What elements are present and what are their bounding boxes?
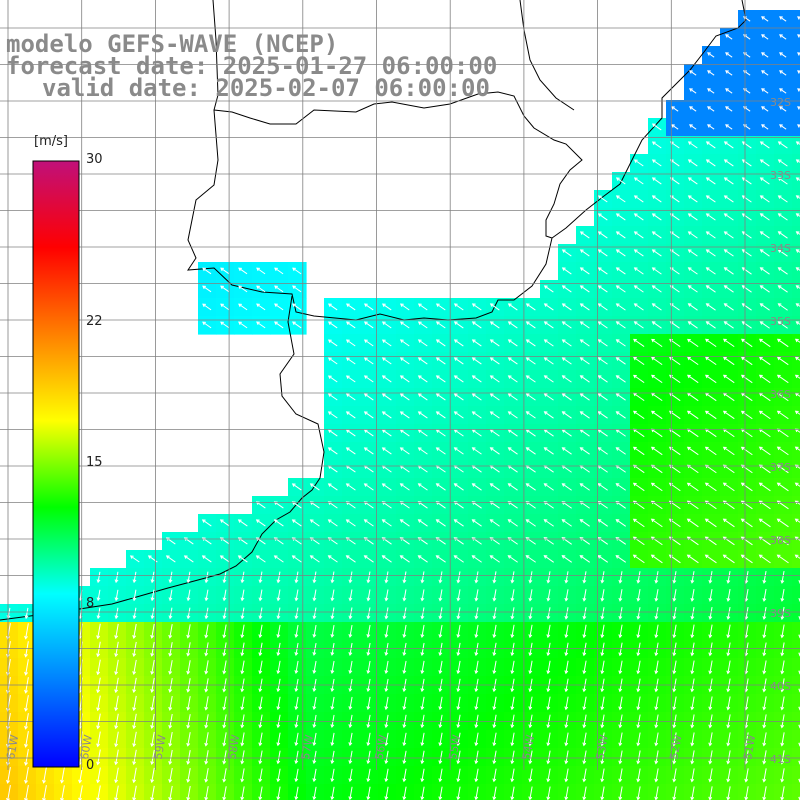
field-cell: [792, 334, 800, 353]
colorbar-unit: [m/s]: [34, 134, 68, 149]
lat-label: 41S: [770, 753, 791, 766]
field-cell: [792, 190, 800, 209]
field-cell: [792, 532, 800, 551]
field-cell: [792, 658, 800, 677]
field-cell: [792, 496, 800, 515]
colorbar-tick-label: 8: [86, 596, 94, 611]
field-cell: [792, 694, 800, 713]
lat-label: 39S: [770, 607, 791, 620]
colorbar: [33, 161, 79, 767]
colorbar-tick-label: 30: [86, 152, 103, 167]
lat-label: 38S: [770, 534, 791, 547]
valid-date: valid date: 2025-02-07 06:00:00: [42, 76, 490, 100]
lat-label: 37S: [770, 461, 791, 474]
field-cell: [792, 568, 800, 587]
field-cell: [792, 640, 800, 659]
field-cell: [792, 316, 800, 335]
field-cell: [792, 766, 800, 785]
colorbar-tick-label: 0: [86, 758, 94, 773]
field-cell: [792, 298, 800, 317]
colorbar-tick-label: 22: [86, 314, 103, 329]
field-cell: [792, 136, 800, 155]
field-cell: [792, 586, 800, 605]
field-cell: [792, 370, 800, 389]
lat-label: 34S: [770, 242, 791, 255]
lat-label: 33S: [770, 169, 791, 182]
field-cell: [792, 550, 800, 569]
field-cell: [792, 388, 800, 407]
field-cell: [792, 478, 800, 497]
lat-label: 35S: [770, 315, 791, 328]
field-cell: [792, 172, 800, 191]
field-cell: [792, 622, 800, 641]
lat-label: 32S: [770, 96, 791, 109]
field-cell: [792, 154, 800, 173]
field-cell: [792, 730, 800, 749]
field-cell: [792, 406, 800, 425]
lat-label: 36S: [770, 388, 791, 401]
colorbar-tick-label: 15: [86, 455, 103, 470]
field-cell: [792, 424, 800, 443]
field-cell: [792, 352, 800, 371]
field-cell: [792, 280, 800, 299]
field-cell: [792, 460, 800, 479]
field-cell: [792, 262, 800, 281]
lat-label: 40S: [770, 680, 791, 693]
field-cell: [792, 226, 800, 245]
field-cell: [792, 604, 800, 623]
field-cell: [792, 442, 800, 461]
field-cell: [792, 748, 800, 767]
field-cell: [792, 514, 800, 533]
